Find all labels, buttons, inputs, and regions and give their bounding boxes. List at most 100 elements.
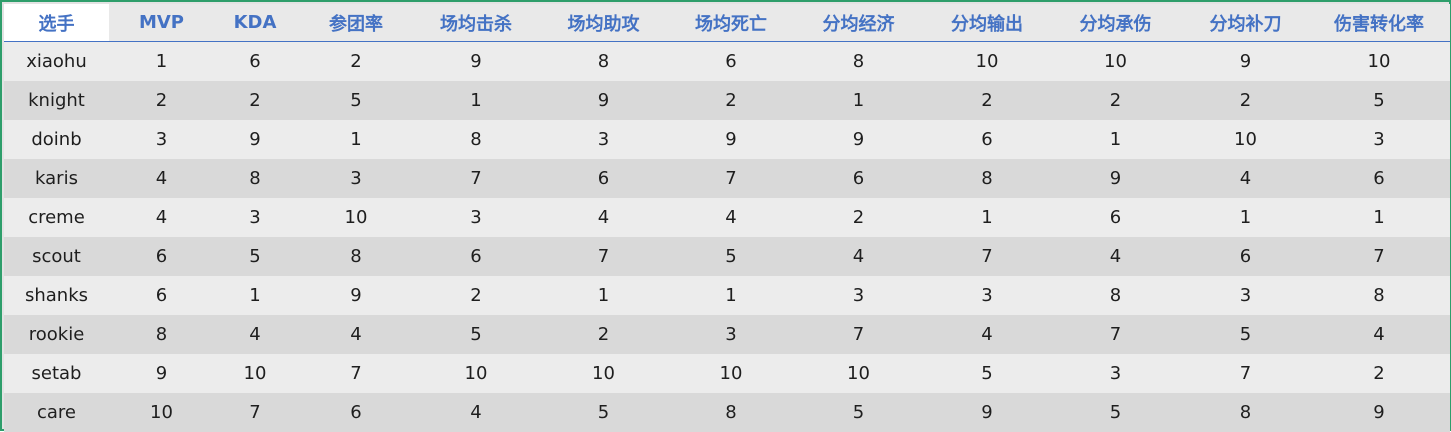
rank-cell[interactable]: 8 (1048, 276, 1183, 315)
rank-cell[interactable]: 8 (296, 237, 416, 276)
rank-cell[interactable]: 7 (1308, 237, 1450, 276)
rank-cell[interactable]: 6 (416, 237, 536, 276)
rank-cell[interactable]: 6 (926, 120, 1048, 159)
rank-cell[interactable]: 5 (536, 393, 671, 432)
column-header-kda[interactable]: KDA (214, 4, 296, 42)
rank-cell[interactable]: 2 (671, 81, 791, 120)
rank-cell[interactable]: 5 (296, 81, 416, 120)
rank-cell[interactable]: 7 (296, 354, 416, 393)
player-name-cell[interactable]: xiaohu (4, 42, 109, 82)
rank-cell[interactable]: 6 (536, 159, 671, 198)
column-header-avg-assists[interactable]: 场均助攻 (536, 4, 671, 42)
rank-cell[interactable]: 4 (1183, 159, 1308, 198)
rank-cell[interactable]: 6 (791, 159, 926, 198)
rank-cell[interactable]: 1 (926, 198, 1048, 237)
rank-cell[interactable]: 10 (296, 198, 416, 237)
player-name-cell[interactable]: rookie (4, 315, 109, 354)
rank-cell[interactable]: 2 (214, 81, 296, 120)
rank-cell[interactable]: 2 (1308, 354, 1450, 393)
player-name-cell[interactable]: knight (4, 81, 109, 120)
rank-cell[interactable]: 3 (1048, 354, 1183, 393)
rank-cell[interactable]: 6 (1308, 159, 1450, 198)
rank-cell[interactable]: 7 (1183, 354, 1308, 393)
rank-cell[interactable]: 9 (671, 120, 791, 159)
rank-cell[interactable]: 7 (1048, 315, 1183, 354)
column-header-damage-conversion[interactable]: 伤害转化率 (1308, 4, 1450, 42)
rank-cell[interactable]: 5 (1183, 315, 1308, 354)
rank-cell[interactable]: 6 (109, 237, 214, 276)
rank-cell[interactable]: 2 (1183, 81, 1308, 120)
rank-cell[interactable]: 2 (791, 198, 926, 237)
rank-cell[interactable]: 5 (416, 315, 536, 354)
rank-cell[interactable]: 3 (536, 120, 671, 159)
rank-cell[interactable]: 4 (296, 315, 416, 354)
rank-cell[interactable]: 10 (536, 354, 671, 393)
rank-cell[interactable]: 9 (926, 393, 1048, 432)
rank-cell[interactable]: 5 (1308, 81, 1450, 120)
rank-cell[interactable]: 4 (1048, 237, 1183, 276)
rank-cell[interactable]: 9 (214, 120, 296, 159)
rank-cell[interactable]: 6 (1183, 237, 1308, 276)
rank-cell[interactable]: 9 (791, 120, 926, 159)
rank-cell[interactable]: 1 (791, 81, 926, 120)
rank-cell[interactable]: 10 (109, 393, 214, 432)
rank-cell[interactable]: 3 (1183, 276, 1308, 315)
rank-cell[interactable]: 3 (671, 315, 791, 354)
rank-cell[interactable]: 2 (926, 81, 1048, 120)
column-header-player[interactable]: 选手 (4, 4, 109, 42)
rank-cell[interactable]: 1 (671, 276, 791, 315)
rank-cell[interactable]: 10 (1183, 120, 1308, 159)
player-name-cell[interactable]: care (4, 393, 109, 432)
rank-cell[interactable]: 10 (791, 354, 926, 393)
rank-cell[interactable]: 1 (1183, 198, 1308, 237)
rank-cell[interactable]: 9 (1048, 159, 1183, 198)
rank-cell[interactable]: 3 (926, 276, 1048, 315)
rank-cell[interactable]: 10 (671, 354, 791, 393)
rank-cell[interactable]: 1 (1308, 198, 1450, 237)
rank-cell[interactable]: 4 (109, 159, 214, 198)
rank-cell[interactable]: 3 (791, 276, 926, 315)
rank-cell[interactable]: 4 (109, 198, 214, 237)
rank-cell[interactable]: 1 (214, 276, 296, 315)
rank-cell[interactable]: 4 (791, 237, 926, 276)
rank-cell[interactable]: 9 (296, 276, 416, 315)
player-name-cell[interactable]: scout (4, 237, 109, 276)
column-header-avg-kills[interactable]: 场均击杀 (416, 4, 536, 42)
rank-cell[interactable]: 4 (926, 315, 1048, 354)
rank-cell[interactable]: 8 (1183, 393, 1308, 432)
rank-cell[interactable]: 10 (926, 42, 1048, 82)
player-name-cell[interactable]: karis (4, 159, 109, 198)
rank-cell[interactable]: 6 (671, 42, 791, 82)
rank-cell[interactable]: 4 (214, 315, 296, 354)
rank-cell[interactable]: 4 (671, 198, 791, 237)
rank-cell[interactable]: 5 (1048, 393, 1183, 432)
rank-cell[interactable]: 7 (671, 159, 791, 198)
rank-cell[interactable]: 6 (296, 393, 416, 432)
rank-cell[interactable]: 3 (214, 198, 296, 237)
rank-cell[interactable]: 4 (1308, 315, 1450, 354)
rank-cell[interactable]: 7 (536, 237, 671, 276)
rank-cell[interactable]: 9 (109, 354, 214, 393)
rank-cell[interactable]: 5 (671, 237, 791, 276)
rank-cell[interactable]: 2 (416, 276, 536, 315)
player-name-cell[interactable]: doinb (4, 120, 109, 159)
rank-cell[interactable]: 7 (791, 315, 926, 354)
rank-cell[interactable]: 5 (926, 354, 1048, 393)
rank-cell[interactable]: 1 (416, 81, 536, 120)
rank-cell[interactable]: 7 (416, 159, 536, 198)
column-header-mvp[interactable]: MVP (109, 4, 214, 42)
rank-cell[interactable]: 3 (416, 198, 536, 237)
player-name-cell[interactable]: creme (4, 198, 109, 237)
column-header-avg-deaths[interactable]: 场均死亡 (671, 4, 791, 42)
column-header-gold-per-min[interactable]: 分均经济 (791, 4, 926, 42)
rank-cell[interactable]: 4 (536, 198, 671, 237)
rank-cell[interactable]: 1 (109, 42, 214, 82)
rank-cell[interactable]: 6 (109, 276, 214, 315)
rank-cell[interactable]: 8 (536, 42, 671, 82)
